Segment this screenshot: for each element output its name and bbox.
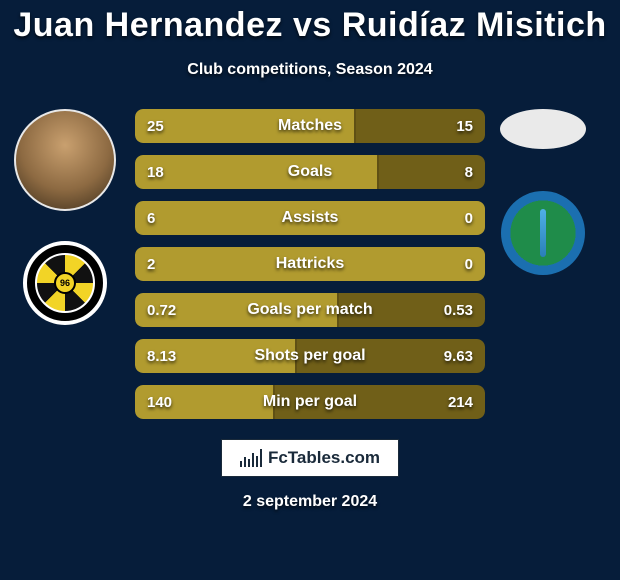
stat-value-right: 15: [456, 118, 473, 135]
stat-value-right: 0.53: [444, 302, 473, 319]
player1-avatar: [14, 109, 116, 211]
stat-value-right: 0: [465, 256, 473, 273]
stat-row: 0.720.53Goals per match: [135, 293, 485, 327]
stat-overlay: 18 8: [135, 155, 485, 189]
columbus-badge-year: 96: [54, 272, 76, 294]
page-title: Juan Hernandez vs Ruidíaz Misitich: [0, 6, 620, 45]
stat-row: 2515Matches: [135, 109, 485, 143]
stat-row: 188Goals: [135, 155, 485, 189]
stat-value-right: 9.63: [444, 348, 473, 365]
stat-value-left: 0.72: [147, 302, 176, 319]
stat-overlay: 0.72 0.53: [135, 293, 485, 327]
stat-row: 140214Min per goal: [135, 385, 485, 419]
stat-value-left: 2: [147, 256, 155, 273]
stats-table: 2515Matches188Goals60Assists20Hattricks0…: [135, 109, 485, 419]
stat-value-right: 214: [448, 394, 473, 411]
stat-overlay: 140 214: [135, 385, 485, 419]
logo-text: FcTables.com: [268, 448, 380, 468]
date-text: 2 september 2024: [0, 493, 620, 511]
fctables-logo: FcTables.com: [221, 439, 399, 477]
stat-value-right: 8: [465, 164, 473, 181]
stat-value-left: 6: [147, 210, 155, 227]
left-column: 96: [10, 109, 120, 325]
vs-text: vs: [293, 6, 332, 44]
right-column: [488, 109, 598, 275]
stat-overlay: 25 15: [135, 109, 485, 143]
stat-overlay: 20: [135, 247, 485, 281]
subtitle: Club competitions, Season 2024: [0, 61, 620, 79]
stat-row: 8.139.63Shots per goal: [135, 339, 485, 373]
stat-value-right: 0: [465, 210, 473, 227]
stat-value-left: 140: [147, 394, 172, 411]
stat-row: 60Assists: [135, 201, 485, 235]
stat-row: 20Hattricks: [135, 247, 485, 281]
columbus-badge-inner: 96: [35, 253, 95, 313]
stat-value-left: 8.13: [147, 348, 176, 365]
stat-overlay: 8.13 9.63: [135, 339, 485, 373]
player2-name: Ruidíaz Misitich: [342, 6, 607, 44]
main-content: 96 2515Matches188Goals60Assists20Hattric…: [0, 109, 620, 419]
logo-chart-icon: [240, 449, 262, 467]
stat-value-left: 25: [147, 118, 164, 135]
stat-overlay: 60: [135, 201, 485, 235]
team1-badge: 96: [23, 241, 107, 325]
player2-avatar: [500, 109, 586, 149]
stat-value-left: 18: [147, 164, 164, 181]
seattle-needle-icon: [540, 209, 546, 257]
player1-name: Juan Hernandez: [13, 6, 283, 44]
comparison-card: Juan Hernandez vs Ruidíaz Misitich Club …: [0, 0, 620, 580]
team2-badge: [501, 191, 585, 275]
